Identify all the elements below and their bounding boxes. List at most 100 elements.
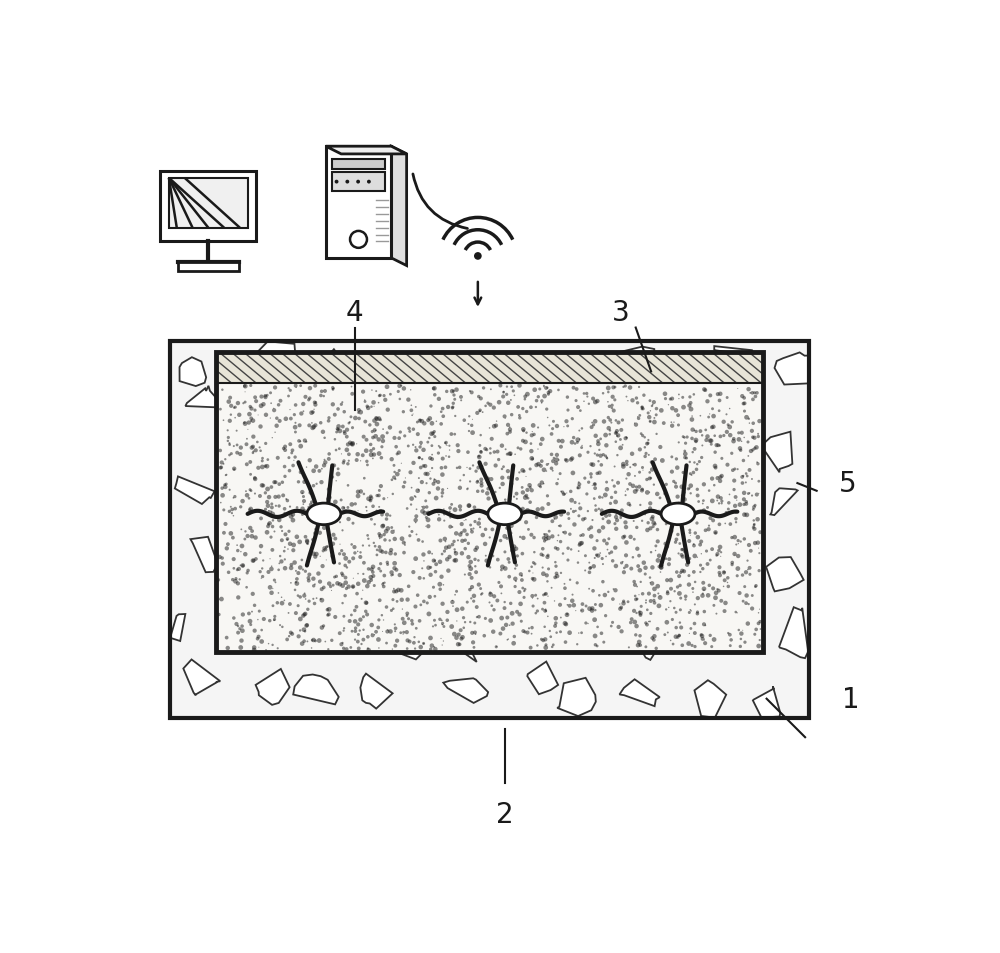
Point (698, 423, 714, 438)
Point (625, 457, 641, 473)
Point (375, 430, 391, 445)
Point (549, 419, 565, 435)
Point (700, 588, 716, 603)
Point (598, 509, 614, 524)
Point (501, 555, 517, 570)
Point (740, 617, 756, 632)
Point (507, 543, 523, 558)
Point (644, 631, 660, 646)
Point (705, 402, 721, 417)
Point (730, 462, 746, 477)
Point (467, 542, 483, 558)
Point (710, 387, 726, 402)
Point (232, 447, 248, 462)
Point (312, 549, 328, 564)
Point (708, 525, 724, 540)
Point (373, 504, 389, 519)
Point (513, 597, 529, 612)
Point (473, 476, 489, 491)
Point (708, 526, 724, 541)
Point (637, 507, 653, 522)
Point (581, 475, 597, 490)
Point (252, 545, 268, 560)
Point (273, 519, 289, 535)
Point (728, 515, 744, 530)
Point (571, 544, 587, 559)
Point (560, 541, 576, 557)
Point (226, 400, 242, 416)
Point (452, 637, 468, 652)
Point (710, 438, 726, 454)
Point (433, 416, 449, 432)
Point (353, 637, 369, 652)
Point (296, 607, 312, 622)
Point (485, 549, 501, 564)
Point (275, 488, 291, 503)
Point (569, 637, 585, 652)
Point (545, 463, 561, 478)
Point (264, 504, 280, 519)
Point (547, 507, 563, 522)
Point (524, 428, 540, 443)
Polygon shape (257, 342, 296, 379)
Point (725, 463, 741, 478)
Point (526, 572, 542, 587)
Point (372, 413, 388, 428)
Point (399, 608, 415, 623)
Point (324, 470, 340, 485)
Point (613, 441, 629, 456)
Point (384, 565, 400, 580)
Point (722, 420, 738, 436)
Point (628, 480, 644, 496)
Polygon shape (183, 659, 220, 696)
Point (705, 419, 721, 435)
Point (300, 511, 316, 526)
Point (682, 552, 698, 567)
Point (635, 402, 651, 417)
Point (245, 444, 261, 459)
Point (442, 500, 458, 516)
Point (517, 390, 533, 405)
Point (620, 394, 636, 409)
Point (338, 581, 354, 597)
Point (408, 400, 424, 416)
Point (550, 541, 566, 557)
Point (673, 591, 689, 606)
Point (600, 385, 616, 400)
Point (577, 511, 593, 526)
Point (652, 565, 668, 580)
Point (672, 578, 688, 594)
Point (459, 527, 475, 542)
Point (316, 580, 332, 596)
Point (327, 408, 343, 423)
Point (560, 506, 576, 521)
Point (219, 541, 235, 557)
Point (405, 437, 421, 453)
Point (666, 475, 682, 490)
Point (491, 576, 507, 591)
Point (560, 418, 576, 434)
Point (613, 600, 629, 616)
Point (737, 579, 753, 595)
Point (401, 519, 417, 535)
Point (356, 430, 372, 445)
Point (681, 534, 697, 549)
Point (333, 493, 349, 508)
Point (352, 623, 368, 639)
Point (470, 460, 486, 476)
Point (706, 632, 722, 647)
Point (544, 639, 560, 655)
Point (483, 472, 499, 487)
Point (574, 438, 590, 454)
Point (746, 500, 762, 516)
Point (587, 476, 603, 492)
Point (515, 485, 531, 500)
Point (649, 487, 665, 502)
Point (457, 567, 473, 582)
Point (631, 587, 647, 602)
Point (279, 533, 295, 548)
Point (591, 501, 607, 517)
Point (622, 460, 638, 476)
Point (396, 545, 412, 560)
Point (539, 568, 555, 583)
